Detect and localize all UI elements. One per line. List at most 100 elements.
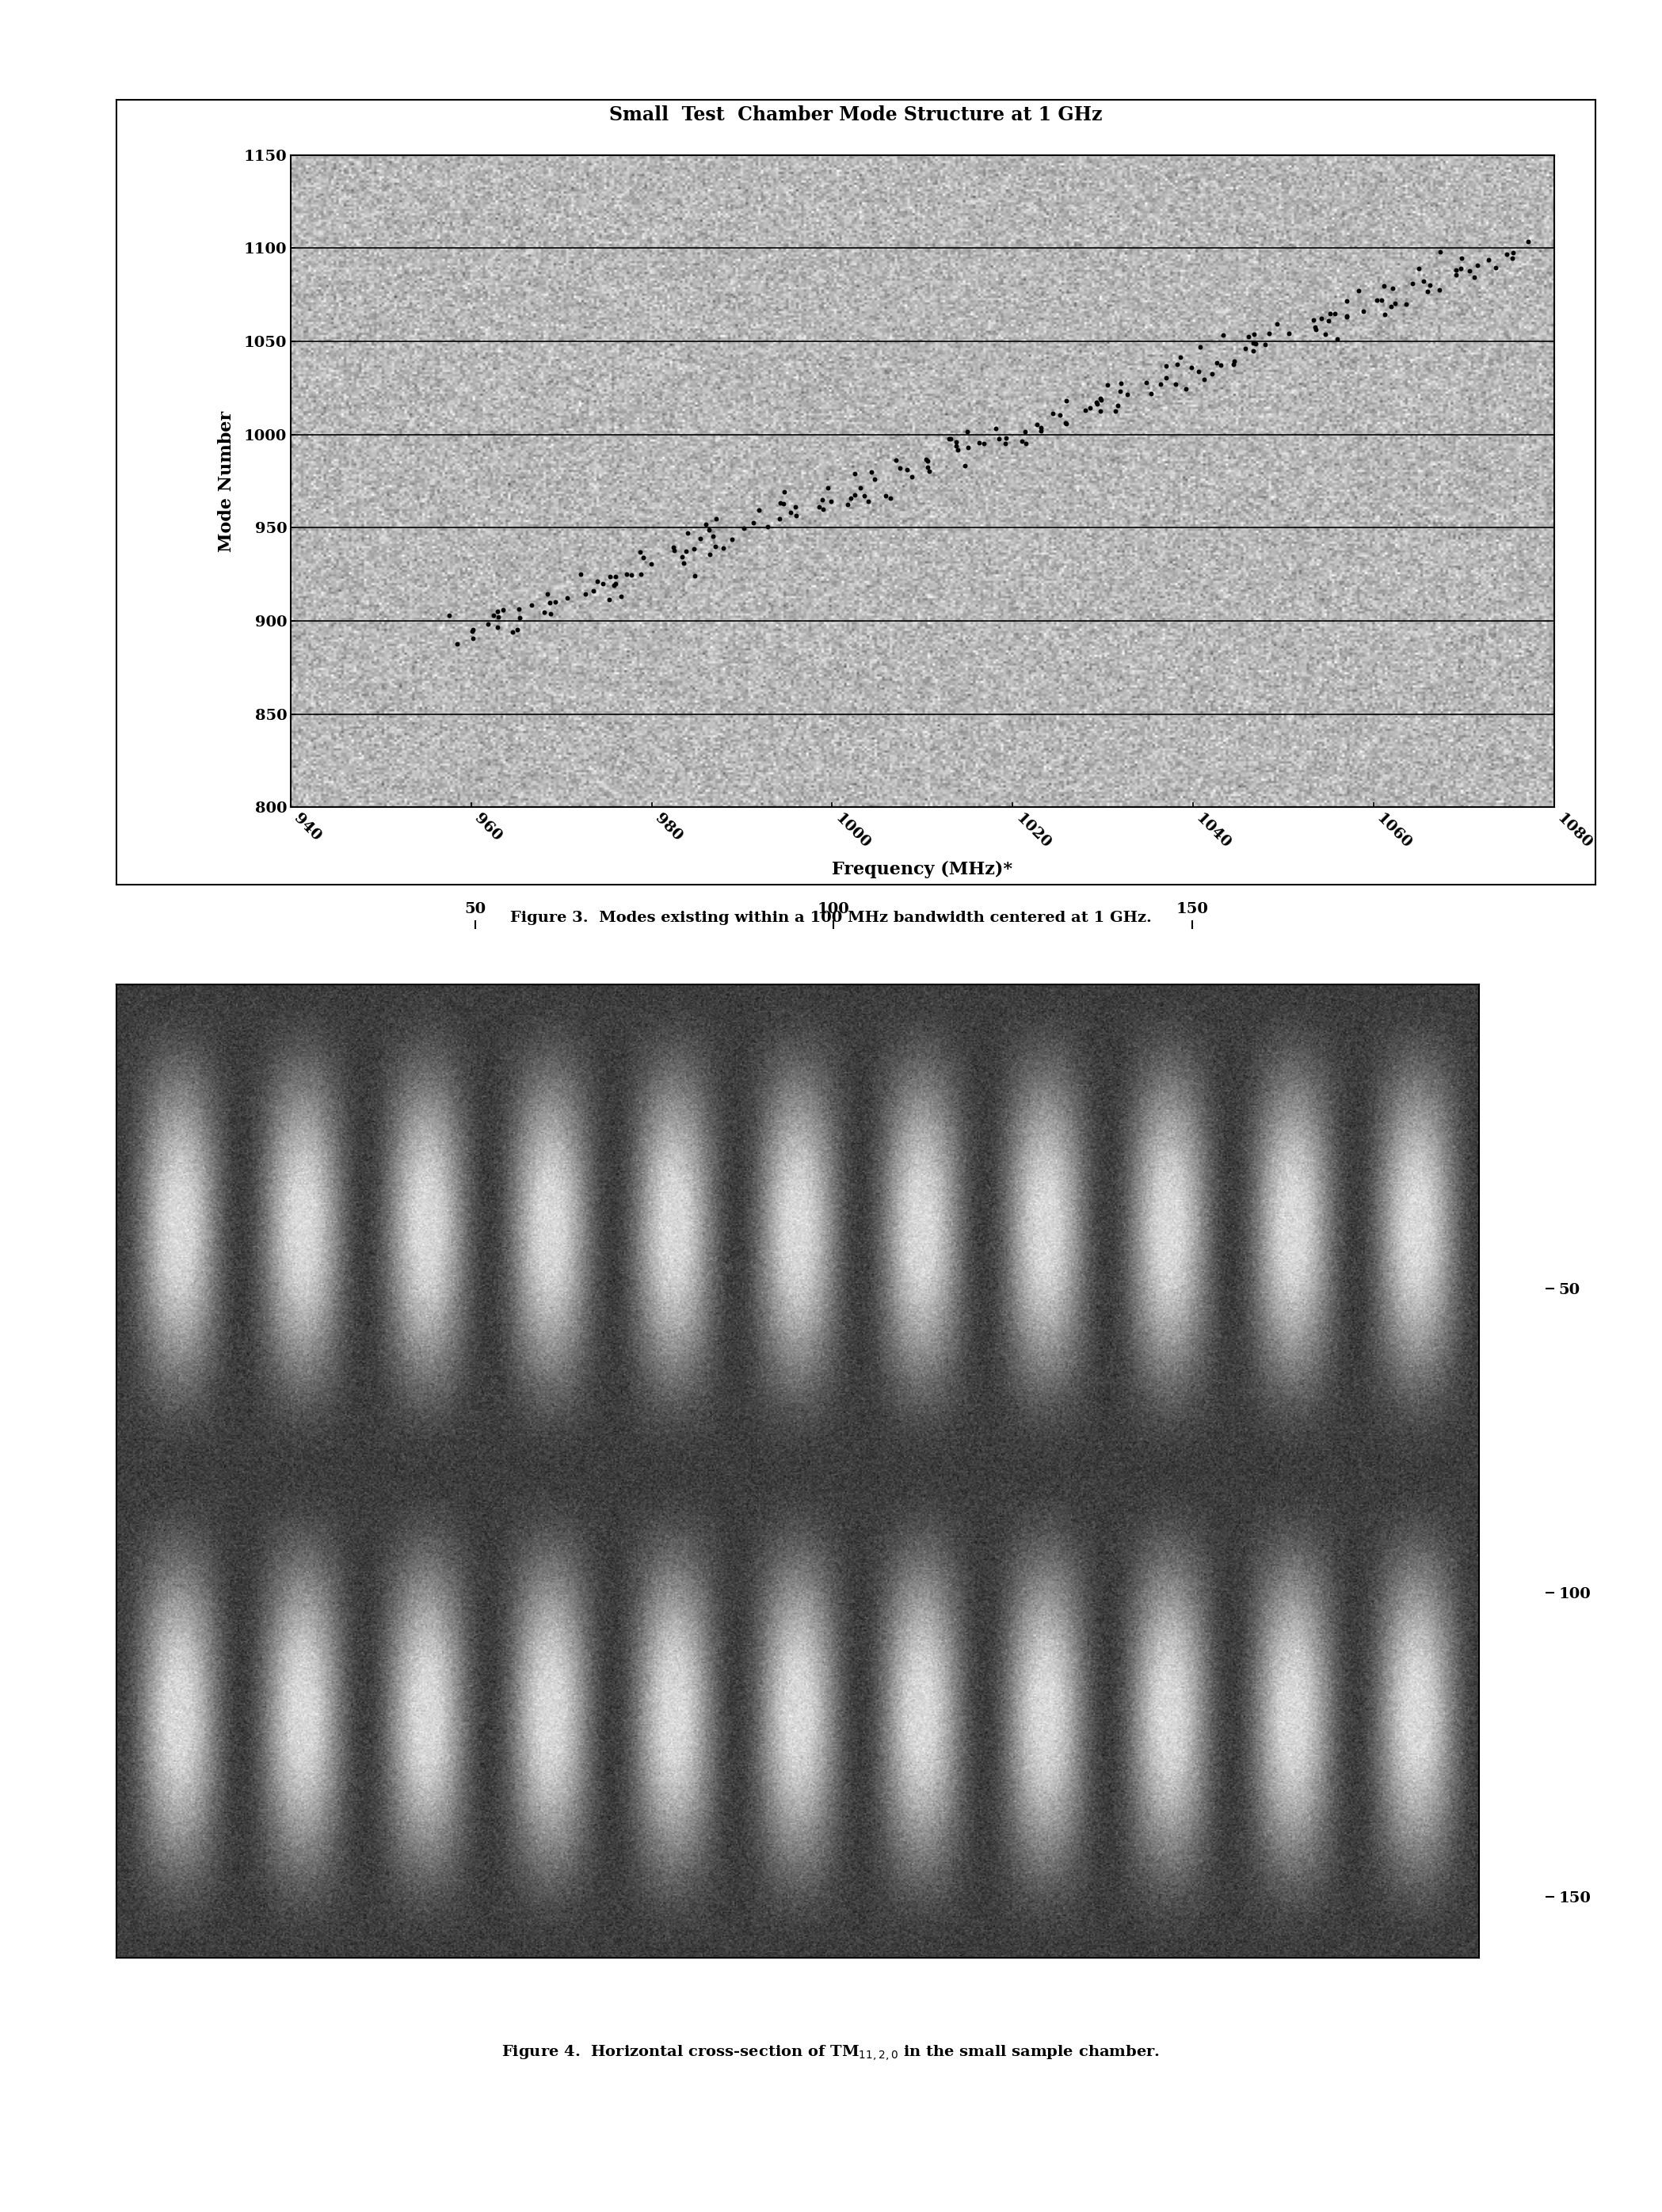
Point [710, 531, 736, 566]
Point [1173, 372, 1200, 407]
Point [460, 622, 487, 657]
Point [590, 566, 617, 602]
Point [1084, 385, 1110, 420]
Point [1483, 250, 1509, 285]
Point [1114, 376, 1140, 411]
Point [1087, 383, 1114, 418]
Point [475, 606, 502, 641]
Point [755, 509, 781, 544]
Point [696, 511, 723, 546]
Point [916, 453, 942, 489]
Point [1411, 263, 1438, 299]
Point [1499, 241, 1526, 276]
Point [936, 420, 962, 456]
Point [944, 431, 971, 467]
Point [954, 429, 981, 465]
Point [1371, 296, 1398, 332]
Point [480, 597, 507, 633]
Point [673, 533, 700, 568]
Point [1393, 285, 1419, 321]
Point [1449, 241, 1476, 276]
Point [1325, 321, 1351, 356]
Point [1208, 347, 1235, 383]
Point [534, 575, 560, 611]
Point [681, 557, 708, 593]
Point [484, 608, 510, 644]
Point [1464, 248, 1491, 283]
Point [1240, 325, 1266, 361]
Point [818, 484, 844, 520]
Point [954, 414, 981, 449]
Point [537, 586, 563, 622]
Point [841, 478, 868, 513]
Point [1203, 345, 1230, 380]
Point [848, 469, 874, 504]
Point [1240, 316, 1266, 352]
Point [771, 473, 798, 509]
Point [1368, 283, 1394, 319]
Point [485, 599, 512, 635]
Point [1311, 316, 1338, 352]
Point [1333, 299, 1360, 334]
Point [971, 427, 997, 462]
Point [1399, 265, 1426, 301]
Point [992, 427, 1019, 462]
Text: Small  Test  Chamber Mode Structure at 1 GHz: Small Test Chamber Mode Structure at 1 G… [610, 106, 1102, 124]
Point [638, 546, 665, 582]
Point [602, 566, 628, 602]
Point [484, 593, 510, 628]
Point [608, 577, 635, 613]
Point [627, 535, 653, 571]
Point [783, 489, 809, 524]
Point [1178, 349, 1205, 385]
Point [778, 495, 804, 531]
Point [660, 529, 686, 564]
Point [1105, 387, 1132, 422]
Y-axis label: Mode Number: Mode Number [218, 411, 234, 551]
Point [1052, 405, 1079, 440]
X-axis label: Frequency (MHz)*: Frequency (MHz)* [833, 860, 1012, 878]
Point [1300, 303, 1326, 338]
Point [572, 575, 598, 611]
Point [681, 531, 708, 566]
Point [951, 447, 977, 482]
Point [703, 502, 730, 538]
Point [504, 613, 530, 648]
Point [532, 595, 558, 630]
Point [618, 557, 645, 593]
Text: Figure 3.  Modes existing within a 100 MHz bandwidth centered at 1 GHz.: Figure 3. Modes existing within a 100 MH… [510, 911, 1152, 925]
Point [459, 613, 485, 648]
Point [888, 451, 914, 487]
Point [1027, 409, 1054, 445]
Point [1147, 367, 1173, 403]
Point [1047, 398, 1074, 434]
Point [834, 487, 861, 522]
Point [1333, 299, 1360, 334]
Point [693, 507, 720, 542]
Point [1087, 380, 1114, 416]
Point [1009, 422, 1035, 458]
Point [770, 487, 796, 522]
Point [1316, 296, 1343, 332]
Point [766, 502, 793, 538]
Point [1476, 241, 1502, 276]
Point [542, 584, 568, 619]
Point [583, 564, 610, 599]
Point [861, 462, 888, 498]
Point [490, 593, 517, 628]
Point [1185, 354, 1212, 389]
Point [1162, 367, 1188, 403]
Point [1024, 407, 1050, 442]
Point [1198, 356, 1225, 392]
Point [1192, 361, 1218, 396]
Point [1240, 334, 1266, 369]
Point [1084, 387, 1110, 422]
Point [986, 420, 1012, 456]
Point [1333, 283, 1360, 319]
Point [746, 493, 773, 529]
Point [1012, 414, 1039, 449]
Point [1012, 425, 1039, 460]
Point [883, 442, 909, 478]
Point [602, 560, 628, 595]
Point [1276, 316, 1303, 352]
